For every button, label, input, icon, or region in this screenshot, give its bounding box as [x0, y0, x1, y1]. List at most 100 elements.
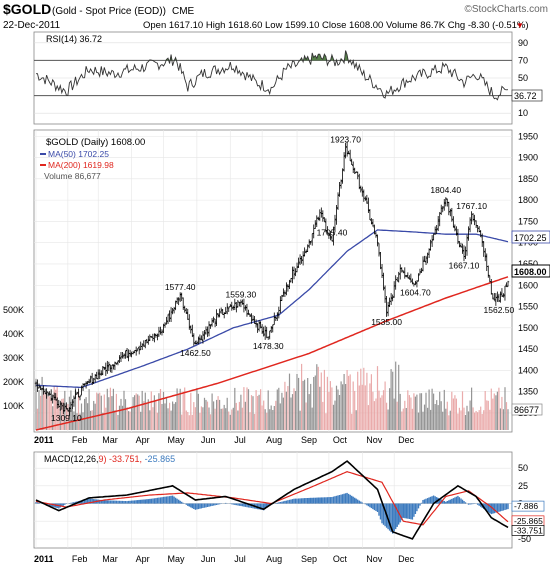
macd-histogram-bar — [263, 503, 265, 511]
volume-bar — [381, 395, 383, 430]
macd-histogram-bar — [217, 503, 219, 505]
macd-histogram-bar — [439, 498, 441, 504]
macd-histogram-bar — [417, 503, 420, 509]
macd-histogram-bar — [144, 499, 146, 504]
macd-histogram-bar — [140, 499, 142, 504]
macd-tick-label: 25 — [518, 481, 528, 491]
macd-histogram-bar — [194, 503, 197, 510]
volume-bar — [311, 407, 313, 430]
volume-bar — [146, 403, 148, 430]
volume-bar — [273, 406, 275, 430]
x-axis-label: Aug — [266, 554, 282, 564]
macd-histogram-bar — [71, 502, 74, 504]
macd-histogram-bar — [266, 503, 268, 508]
macd-histogram-bar — [300, 498, 303, 504]
macd-histogram-bar — [109, 500, 112, 504]
macd-histogram-bar — [484, 503, 486, 510]
volume-tick-label: 300K — [3, 353, 24, 363]
rsi-tick-label: 10 — [518, 108, 528, 118]
macd-histogram-bar — [420, 502, 423, 504]
macd-histogram-bar — [190, 503, 192, 508]
volume-bar — [414, 396, 416, 430]
rsi-line — [36, 50, 509, 101]
volume-bar — [246, 387, 248, 430]
macd-histogram-bar — [284, 500, 286, 504]
macd-histogram-bar — [367, 503, 370, 507]
volume-bar — [263, 400, 265, 430]
volume-bar — [284, 381, 286, 430]
macd-histogram-bar — [307, 498, 309, 504]
volume-bar — [492, 398, 494, 430]
macd-histogram-bar — [146, 499, 148, 504]
macd-histogram-bar — [445, 501, 447, 504]
volume-bar — [369, 383, 371, 430]
macd-histogram-bar — [296, 498, 298, 504]
ma50-legend: MA(50) 1702.25 — [48, 149, 109, 159]
volume-bar — [208, 407, 210, 430]
macd-histogram-bar — [507, 503, 509, 510]
macd-histogram-bar — [402, 503, 404, 518]
macd-value-box — [511, 500, 545, 512]
macd-histogram-bar — [218, 503, 221, 505]
volume-bar — [128, 411, 130, 430]
volume-bar — [386, 402, 388, 430]
volume-bar — [305, 402, 307, 430]
volume-bar — [446, 401, 448, 430]
macd-histogram-bar — [199, 503, 201, 509]
volume-bar — [392, 371, 394, 430]
volume-bar — [131, 407, 133, 430]
volume-bar — [234, 387, 236, 430]
macd-histogram-bar — [305, 498, 307, 504]
x-axis-label: Nov — [366, 554, 383, 564]
volume-bar — [193, 402, 195, 430]
price-tick-label: 1550 — [518, 302, 538, 312]
macd-value-label: -7.886 — [514, 501, 538, 511]
ohlc-label: Open 1617.10 High 1618.60 Low 1599.10 Cl… — [143, 20, 529, 31]
volume-bar — [49, 396, 51, 430]
macd-histogram-bar — [225, 502, 227, 504]
volume-bar — [331, 387, 333, 430]
volume-bar — [398, 364, 400, 430]
volume-tick-label: 400K — [3, 329, 24, 339]
volume-bar — [428, 389, 430, 430]
volume-bar — [301, 363, 303, 430]
macd-histogram-bar — [401, 503, 403, 521]
price-annotation: 1604.70 — [400, 287, 431, 297]
macd-histogram-bar — [496, 503, 499, 513]
macd-histogram-bar — [231, 503, 233, 505]
x-axis-label: Oct — [333, 435, 348, 445]
volume-bar — [299, 410, 301, 430]
macd-histogram-bar — [171, 495, 174, 504]
volume-bar — [463, 407, 465, 430]
volume-bar — [202, 407, 204, 430]
macd-histogram-bar — [102, 500, 104, 504]
macd-histogram-bar — [458, 497, 461, 504]
volume-bar — [161, 404, 163, 430]
macd-histogram-bar — [114, 500, 116, 504]
macd-histogram-bar — [165, 496, 168, 504]
macd-histogram-bar — [501, 503, 503, 511]
volume-bar — [209, 414, 212, 430]
macd-histogram-bar — [370, 503, 373, 509]
volume-bar — [291, 394, 294, 430]
volume-bar — [335, 385, 338, 430]
volume-bar — [41, 376, 43, 430]
volume-bar — [340, 381, 342, 430]
volume-bar — [427, 407, 429, 430]
price-annotation: 1559.30 — [226, 290, 257, 300]
macd-histogram-bar — [358, 500, 360, 504]
volume-bar — [278, 387, 280, 430]
price-tick-label: 1600 — [518, 280, 538, 290]
macd-legend: MACD(12,26,9) -33.751, -25.865 — [44, 454, 175, 464]
macd-histogram-bar — [314, 497, 316, 504]
macd-value-label: -25.865 — [514, 516, 543, 526]
x-axis-label: 2011 — [34, 554, 54, 564]
volume-bar — [135, 393, 137, 430]
macd-histogram-bar — [170, 495, 172, 504]
macd-histogram-bar — [93, 499, 95, 504]
macd-histogram-bar — [168, 496, 171, 504]
volume-bar — [250, 395, 253, 430]
volume-bar — [43, 391, 45, 430]
volume-bar — [91, 410, 93, 430]
volume-bar — [200, 406, 202, 430]
